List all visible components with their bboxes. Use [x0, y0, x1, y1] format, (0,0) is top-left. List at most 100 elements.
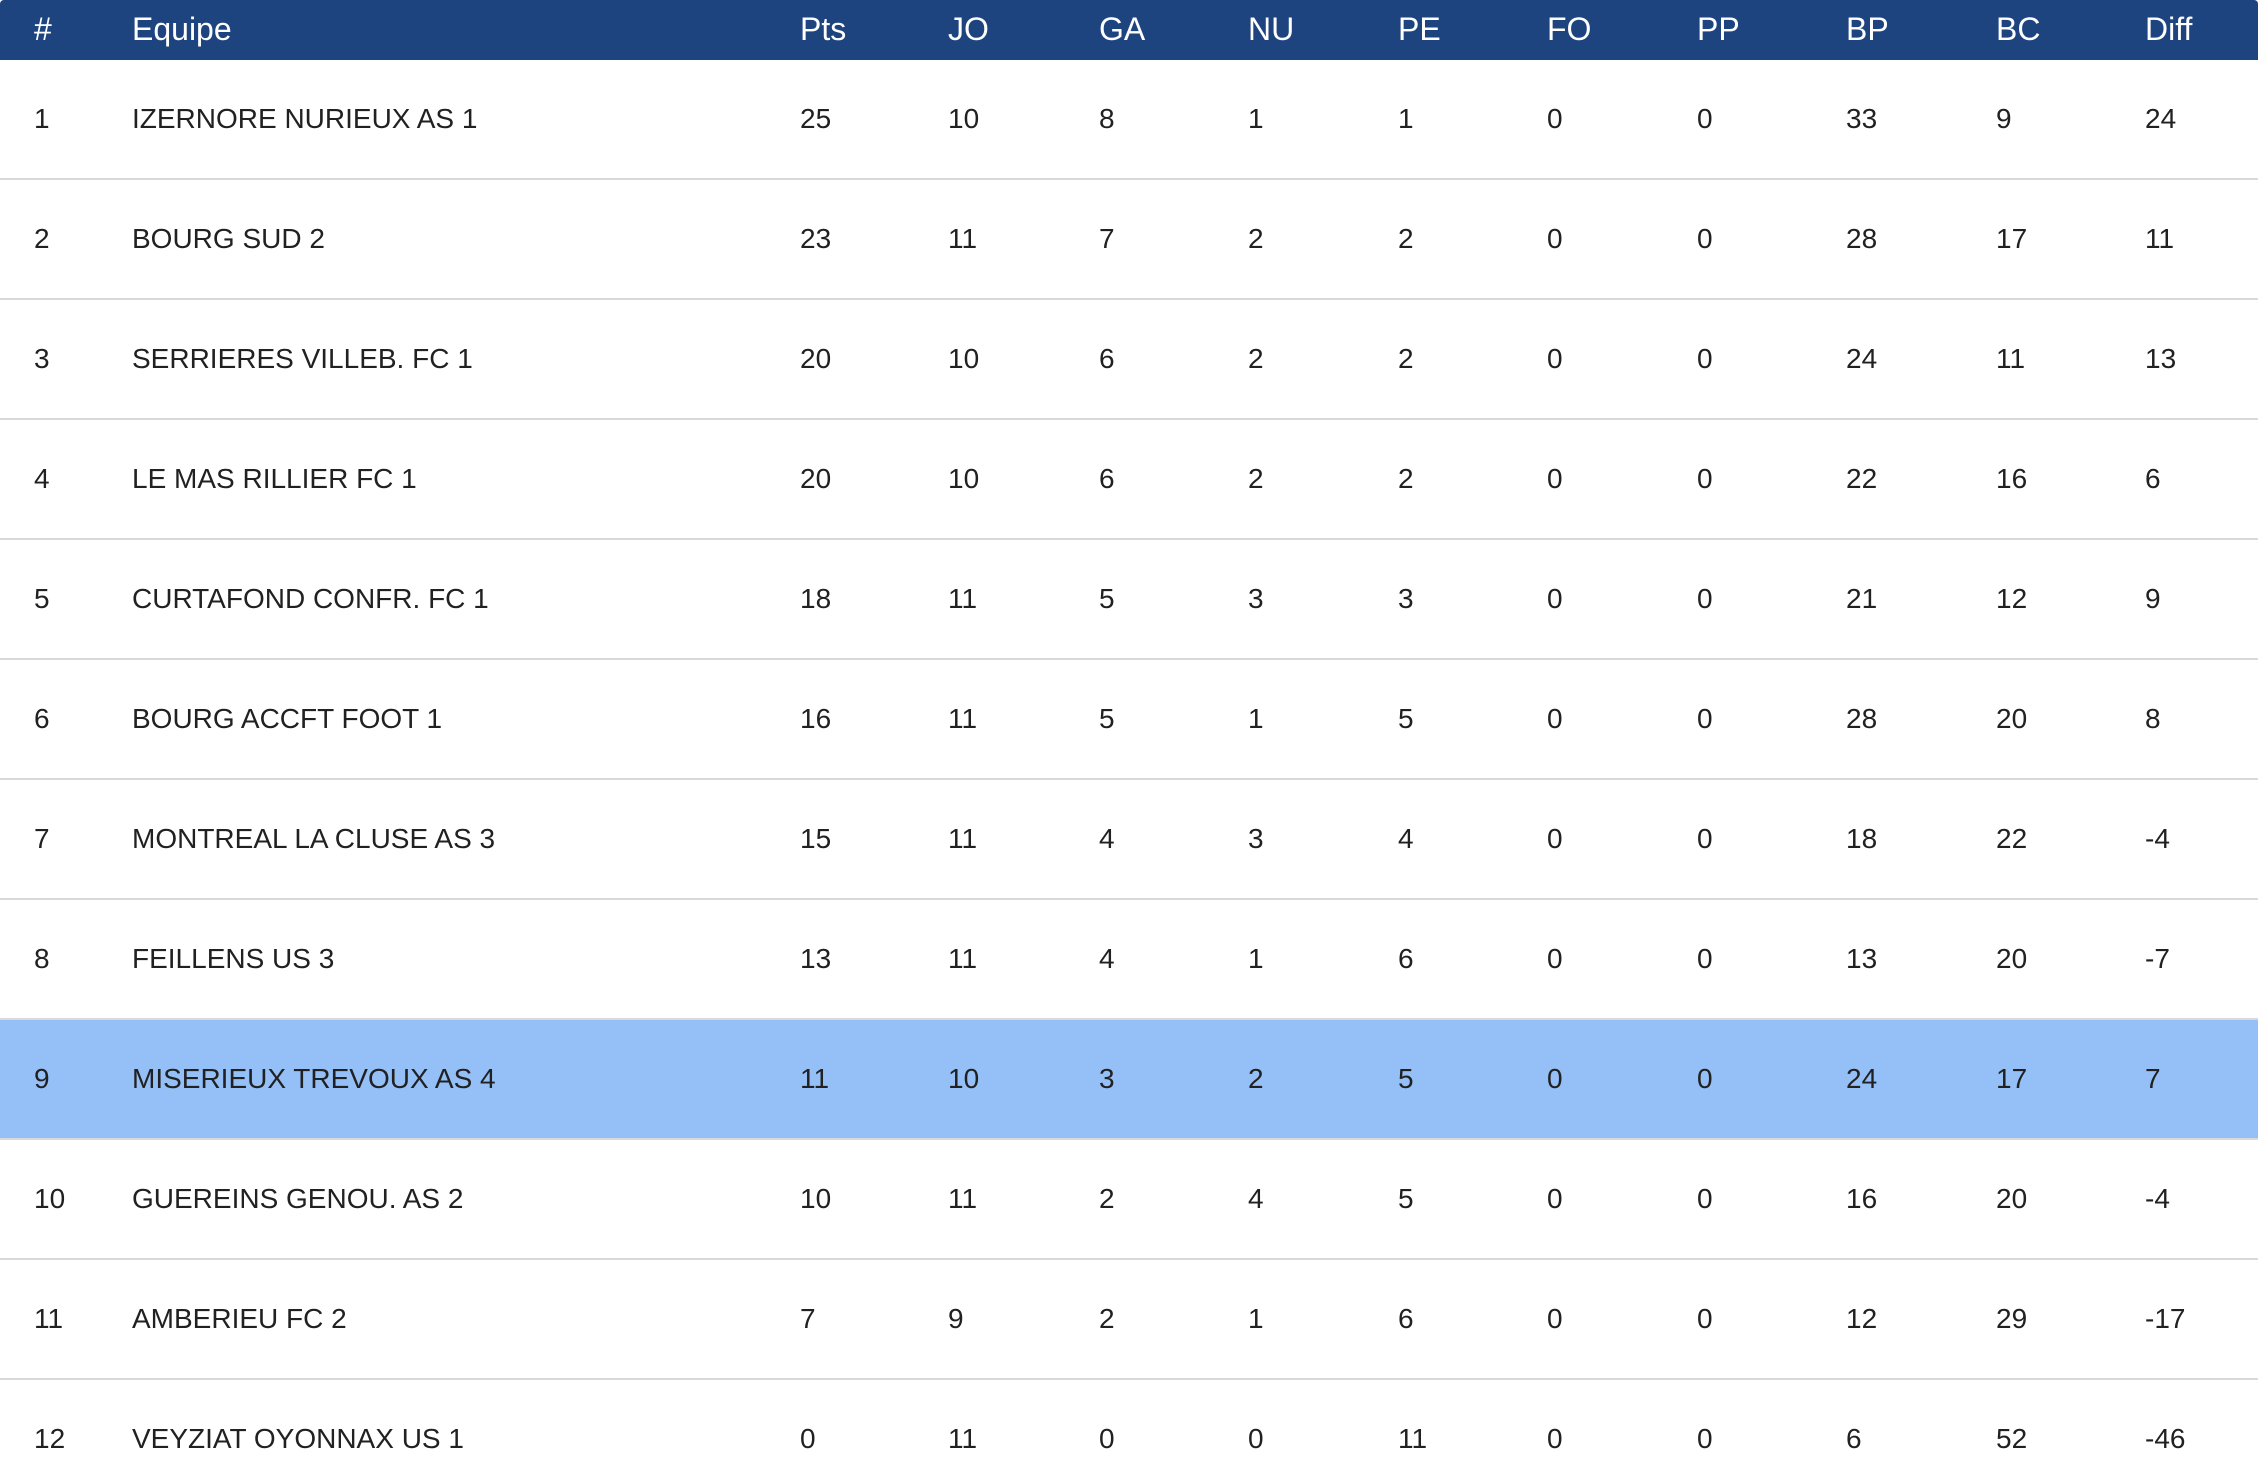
- team-name-cell[interactable]: FEILLENS US 3: [132, 943, 335, 974]
- team-name-cell[interactable]: AMBERIEU FC 2: [132, 1303, 347, 1334]
- penalty-cell: 0: [1697, 1423, 1713, 1454]
- penalty-cell: 0: [1697, 823, 1713, 854]
- team-name-cell[interactable]: VEYZIAT OYONNAX US 1: [132, 1423, 464, 1454]
- drawn-cell: 0: [1248, 1423, 1264, 1454]
- penalty-cell: 0: [1697, 223, 1713, 254]
- column-header-goal-difference[interactable]: Diff: [2145, 11, 2193, 47]
- column-header-goals-against[interactable]: BC: [1996, 11, 2041, 47]
- forfeit-cell: 0: [1547, 1423, 1563, 1454]
- table-row[interactable]: 5 CURTAFOND CONFR. FC 1 18 11 5 3 3 0 0 21 12 9: [0, 540, 2258, 660]
- penalty-cell: 0: [1697, 463, 1713, 494]
- goals-against-cell: 11: [1996, 343, 2026, 374]
- column-header-won[interactable]: GA: [1099, 11, 1146, 47]
- points-cell: 23: [800, 223, 832, 254]
- team-name-cell[interactable]: IZERNORE NURIEUX AS 1: [132, 103, 478, 134]
- goals-for-cell: 21: [1846, 583, 1878, 614]
- won-cell: 7: [1099, 223, 1115, 254]
- rank-cell: 3: [34, 343, 50, 374]
- team-name-cell[interactable]: GUEREINS GENOU. AS 2: [132, 1183, 464, 1214]
- lost-cell: 2: [1398, 223, 1414, 254]
- column-header-penalty[interactable]: PP: [1697, 11, 1740, 47]
- team-name-cell[interactable]: SERRIERES VILLEB. FC 1: [132, 343, 473, 374]
- rank-cell: 8: [34, 943, 50, 974]
- points-cell: 15: [800, 823, 832, 854]
- goals-against-cell: 17: [1996, 1063, 2028, 1094]
- goal-difference-cell: 7: [2145, 1063, 2161, 1094]
- forfeit-cell: 0: [1547, 943, 1563, 974]
- goal-difference-cell: -4: [2145, 823, 2170, 854]
- goals-against-cell: 12: [1996, 583, 2028, 614]
- points-cell: 10: [800, 1183, 832, 1214]
- team-name-cell[interactable]: CURTAFOND CONFR. FC 1: [132, 583, 489, 614]
- goal-difference-cell: 6: [2145, 463, 2161, 494]
- column-header-forfeit[interactable]: FO: [1547, 11, 1592, 47]
- forfeit-cell: 0: [1547, 823, 1563, 854]
- drawn-cell: 4: [1248, 1183, 1264, 1214]
- table-row[interactable]: 3 SERRIERES VILLEB. FC 1 20 10 6 2 2 0 0 24 11 13: [0, 300, 2258, 420]
- lost-cell: 5: [1398, 1063, 1414, 1094]
- column-header-goals-for[interactable]: BP: [1846, 11, 1889, 47]
- lost-cell: 2: [1398, 343, 1414, 374]
- table-row-highlighted[interactable]: 9 MISERIEUX TREVOUX AS 4 11 10 3 2 5 0 0 24 17 7: [0, 1020, 2258, 1140]
- penalty-cell: 0: [1697, 583, 1713, 614]
- goals-for-cell: 6: [1846, 1423, 1862, 1454]
- penalty-cell: 0: [1697, 943, 1713, 974]
- team-name-cell[interactable]: BOURG ACCFT FOOT 1: [132, 703, 443, 734]
- won-cell: 3: [1099, 1063, 1115, 1094]
- table-row[interactable]: 2 BOURG SUD 2 23 11 7 2 2 0 0 28 17 11: [0, 180, 2258, 300]
- rank-cell: 2: [34, 223, 50, 254]
- table-row[interactable]: 7 MONTREAL LA CLUSE AS 3 15 11 4 3 4 0 0 18 22 -4: [0, 780, 2258, 900]
- won-cell: 0: [1099, 1423, 1115, 1454]
- penalty-cell: 0: [1697, 343, 1713, 374]
- table-row[interactable]: 8 FEILLENS US 3 13 11 4 1 6 0 0 13 20 -7: [0, 900, 2258, 1020]
- column-header-points[interactable]: Pts: [800, 11, 847, 47]
- won-cell: 5: [1099, 703, 1115, 734]
- column-header-drawn[interactable]: NU: [1248, 11, 1295, 47]
- team-name-cell[interactable]: MONTREAL LA CLUSE AS 3: [132, 823, 496, 854]
- played-cell: 10: [948, 343, 980, 374]
- points-cell: 13: [800, 943, 832, 974]
- lost-cell: 5: [1398, 703, 1414, 734]
- forfeit-cell: 0: [1547, 583, 1563, 614]
- team-name-cell[interactable]: MISERIEUX TREVOUX AS 4: [132, 1063, 496, 1094]
- column-header-team[interactable]: Equipe: [132, 11, 232, 47]
- goals-against-cell: 20: [1996, 943, 2028, 974]
- forfeit-cell: 0: [1547, 463, 1563, 494]
- goals-against-cell: 20: [1996, 1183, 2028, 1214]
- goal-difference-cell: 9: [2145, 583, 2161, 614]
- table-row[interactable]: 6 BOURG ACCFT FOOT 1 16 11 5 1 5 0 0 28 20 8: [0, 660, 2258, 780]
- table-row[interactable]: 10 GUEREINS GENOU. AS 2 10 11 2 4 5 0 0 16 20 -4: [0, 1140, 2258, 1260]
- points-cell: 11: [800, 1063, 830, 1094]
- forfeit-cell: 0: [1547, 703, 1563, 734]
- played-cell: 11: [948, 223, 978, 254]
- team-name-cell[interactable]: LE MAS RILLIER FC 1: [132, 463, 417, 494]
- won-cell: 6: [1099, 463, 1115, 494]
- forfeit-cell: 0: [1547, 223, 1563, 254]
- column-header-played[interactable]: JO: [948, 11, 989, 47]
- table-header: # Equipe Pts JO GA NU PE FO PP BP BC Dif…: [0, 0, 2258, 60]
- goals-for-cell: 13: [1846, 943, 1878, 974]
- rank-cell: 7: [34, 823, 50, 854]
- team-name-cell[interactable]: BOURG SUD 2: [132, 223, 325, 254]
- goals-against-cell: 22: [1996, 823, 2028, 854]
- played-cell: 10: [948, 463, 980, 494]
- rank-cell: 10: [34, 1183, 66, 1214]
- table-row[interactable]: 11 AMBERIEU FC 2 7 9 2 1 6 0 0 12 29 -17: [0, 1260, 2258, 1380]
- goals-for-cell: 24: [1846, 343, 1878, 374]
- forfeit-cell: 0: [1547, 103, 1563, 134]
- table-row[interactable]: 4 LE MAS RILLIER FC 1 20 10 6 2 2 0 0 22 16 6: [0, 420, 2258, 540]
- table-row[interactable]: 1 IZERNORE NURIEUX AS 1 25 10 8 1 1 0 0 33 9 24: [0, 60, 2258, 180]
- points-cell: 7: [800, 1303, 816, 1334]
- played-cell: 10: [948, 1063, 980, 1094]
- goal-difference-cell: -17: [2145, 1303, 2186, 1334]
- goals-for-cell: 28: [1846, 223, 1878, 254]
- column-header-lost[interactable]: PE: [1398, 11, 1441, 47]
- points-cell: 0: [800, 1423, 816, 1454]
- column-header-rank[interactable]: #: [34, 11, 52, 47]
- table-row[interactable]: 12 VEYZIAT OYONNAX US 1 0 11 0 0 11 0 0 6 52 -46: [0, 1380, 2258, 1476]
- penalty-cell: 0: [1697, 1183, 1713, 1214]
- points-cell: 25: [800, 103, 832, 134]
- drawn-cell: 1: [1248, 703, 1264, 734]
- goals-against-cell: 52: [1996, 1423, 2028, 1454]
- played-cell: 11: [948, 1183, 978, 1214]
